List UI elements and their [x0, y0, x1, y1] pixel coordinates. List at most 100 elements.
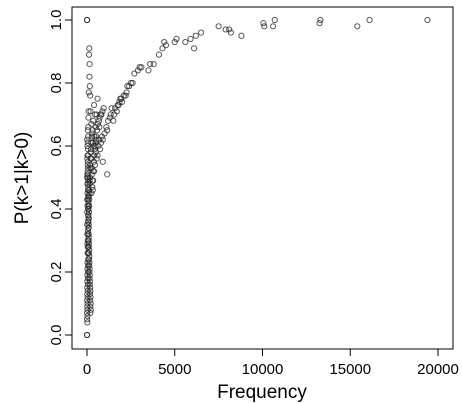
data-point	[85, 231, 92, 238]
data-point	[124, 83, 131, 90]
data-point	[86, 61, 93, 68]
data-point	[85, 224, 92, 231]
data-point	[86, 272, 93, 279]
data-point	[100, 105, 107, 112]
data-point	[88, 164, 95, 172]
data-point	[222, 26, 229, 33]
data-point	[84, 146, 92, 153]
data-point	[91, 111, 99, 118]
y-tick-label: 0.8	[48, 73, 65, 94]
data-point	[85, 243, 92, 250]
data-point	[103, 124, 110, 131]
data-point	[87, 108, 94, 115]
x-axis-title: Frequency	[217, 382, 307, 403]
data-point	[84, 227, 92, 235]
data-point	[85, 221, 92, 228]
data-point	[85, 114, 92, 121]
data-point	[126, 83, 133, 90]
data-point	[85, 209, 93, 216]
data-point	[187, 35, 194, 43]
data-point	[83, 16, 91, 24]
data-point	[84, 306, 91, 313]
data-point	[90, 158, 97, 165]
data-point	[84, 313, 91, 320]
data-point	[86, 202, 93, 209]
data-point	[85, 89, 92, 96]
data-point	[84, 281, 91, 288]
data-point	[316, 20, 323, 27]
data-point	[155, 51, 163, 58]
data-point	[84, 268, 92, 276]
data-point	[85, 237, 92, 244]
data-point	[145, 67, 152, 74]
data-point	[91, 133, 98, 140]
data-point	[84, 300, 91, 307]
data-point	[84, 303, 91, 310]
data-point	[85, 250, 92, 257]
y-tick-label: 0.4	[48, 199, 65, 220]
data-point	[127, 79, 134, 87]
data-point	[111, 111, 118, 118]
data-point	[98, 111, 105, 118]
data-point	[136, 64, 143, 71]
data-point	[197, 29, 205, 36]
data-point	[129, 79, 136, 87]
data-point	[271, 16, 278, 24]
data-point	[89, 127, 96, 134]
data-point	[87, 309, 94, 317]
data-point	[215, 23, 222, 30]
plot-box	[71, 6, 454, 350]
data-point	[84, 275, 92, 282]
data-point	[85, 183, 92, 191]
data-point	[86, 259, 93, 266]
x-tick-label: 0	[83, 361, 91, 378]
data-point	[86, 73, 93, 80]
data-point	[84, 259, 91, 266]
x-axis: 0 5000 10000 15000 20000	[83, 348, 459, 378]
data-point	[94, 152, 101, 159]
data-point	[99, 158, 106, 165]
data-point	[226, 26, 233, 33]
y-tick-label: 0.0	[48, 325, 65, 346]
data-point	[104, 117, 112, 124]
data-point	[87, 294, 94, 301]
data-point	[131, 70, 138, 77]
data-point	[86, 246, 93, 254]
data-point	[96, 136, 103, 143]
data-point	[83, 331, 91, 339]
data-point	[159, 45, 166, 52]
data-point	[354, 23, 361, 30]
data-point	[84, 319, 91, 326]
data-point	[87, 300, 94, 307]
data-point	[86, 45, 93, 52]
data-point	[86, 51, 93, 58]
data-point	[111, 105, 119, 112]
data-point	[84, 190, 91, 197]
data-point	[96, 114, 103, 121]
data-point	[85, 215, 92, 222]
y-axis-title: P(k>1|k>0)	[12, 132, 33, 225]
data-point	[147, 61, 154, 68]
data-point	[424, 16, 431, 24]
data-point	[99, 136, 106, 143]
data-points	[83, 16, 431, 339]
data-point	[84, 180, 91, 187]
data-point	[84, 133, 92, 140]
data-point	[104, 171, 111, 178]
data-point	[173, 35, 180, 43]
data-point	[89, 187, 96, 194]
data-point	[117, 95, 124, 102]
data-point	[90, 117, 97, 124]
data-point	[87, 306, 94, 313]
data-point	[84, 164, 92, 172]
data-point	[91, 146, 98, 153]
y-axis: 0.0 0.2 0.4 0.6 0.8 1.0	[48, 10, 73, 346]
data-point	[261, 23, 268, 30]
data-point	[88, 171, 96, 178]
data-point	[190, 45, 198, 52]
data-point	[85, 234, 92, 241]
data-point	[86, 281, 93, 288]
data-point	[93, 133, 100, 140]
data-point	[85, 240, 93, 247]
